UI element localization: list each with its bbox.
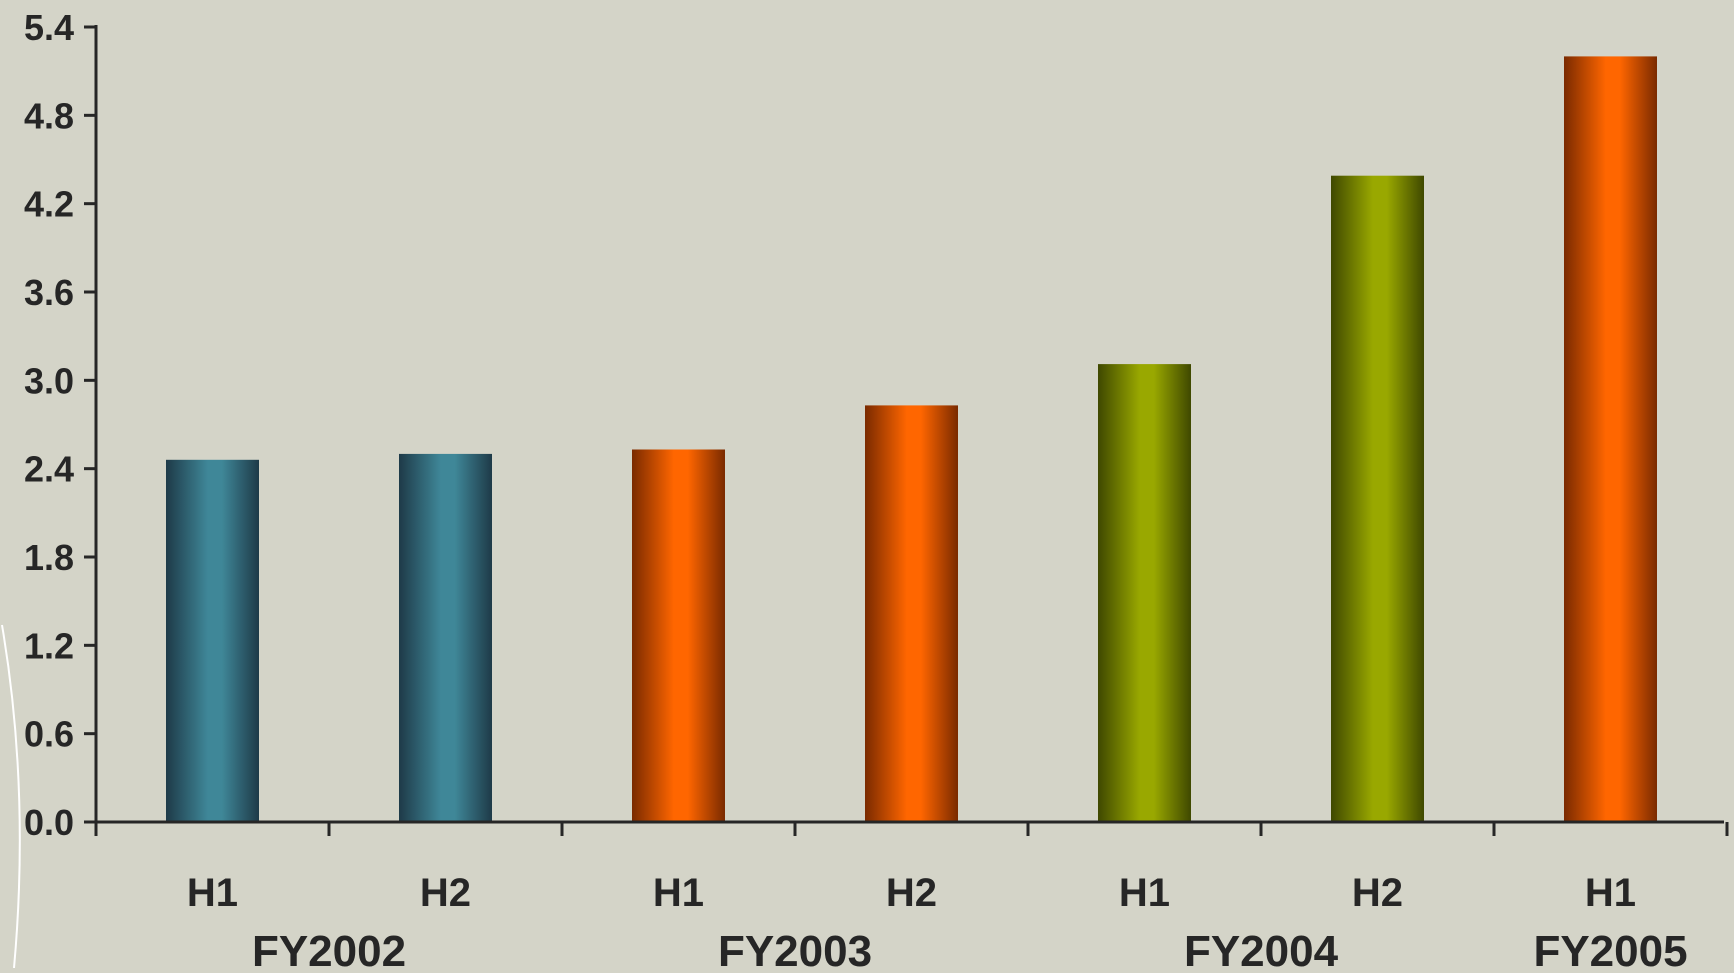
x-category-label: H2	[420, 871, 471, 915]
x-category-label: H1	[653, 871, 704, 915]
y-tick-label: 4.8	[24, 95, 74, 136]
x-group-label: FY2004	[1184, 927, 1339, 968]
x-category-label: H2	[886, 871, 937, 915]
y-tick-label: 1.2	[24, 625, 74, 666]
x-group-label: FY2005	[1533, 927, 1687, 968]
y-tick-label: 1.8	[24, 537, 74, 578]
x-group-label: FY2003	[718, 927, 872, 968]
y-tick-label: 2.4	[24, 449, 74, 490]
labels-layer: 0.0 0.6 1.2 1.8 2.4 3.0 3.6 4.2 4.8 5.4 H1 H2 H1 H2 H1…	[24, 7, 1688, 973]
bar-h1-6	[1564, 56, 1657, 822]
bar-h2-3	[865, 405, 958, 822]
x-category-label: H1	[1585, 871, 1636, 915]
bar-h1-4	[1098, 364, 1191, 822]
x-category-label: H2	[1352, 871, 1403, 915]
y-tick-label: 0.6	[24, 714, 74, 755]
y-tick-label: 4.2	[24, 184, 74, 225]
bar-h1-0	[166, 459, 259, 822]
bar-h1-2	[632, 449, 725, 822]
axes-layer	[84, 25, 1729, 836]
bar-h2-5	[1331, 175, 1424, 822]
bar-h2-1	[399, 453, 492, 822]
y-tick-label: 0.0	[24, 802, 74, 843]
y-tick-label: 5.4	[24, 7, 74, 48]
decorative-arc	[1, 624, 21, 969]
y-tick-label: 3.0	[24, 360, 74, 401]
x-category-label: H1	[1119, 871, 1170, 915]
x-group-label: FY2002	[252, 927, 406, 968]
bars-layer	[166, 56, 1657, 822]
y-tick-label: 3.6	[24, 272, 74, 313]
x-category-label: H1	[187, 871, 238, 915]
